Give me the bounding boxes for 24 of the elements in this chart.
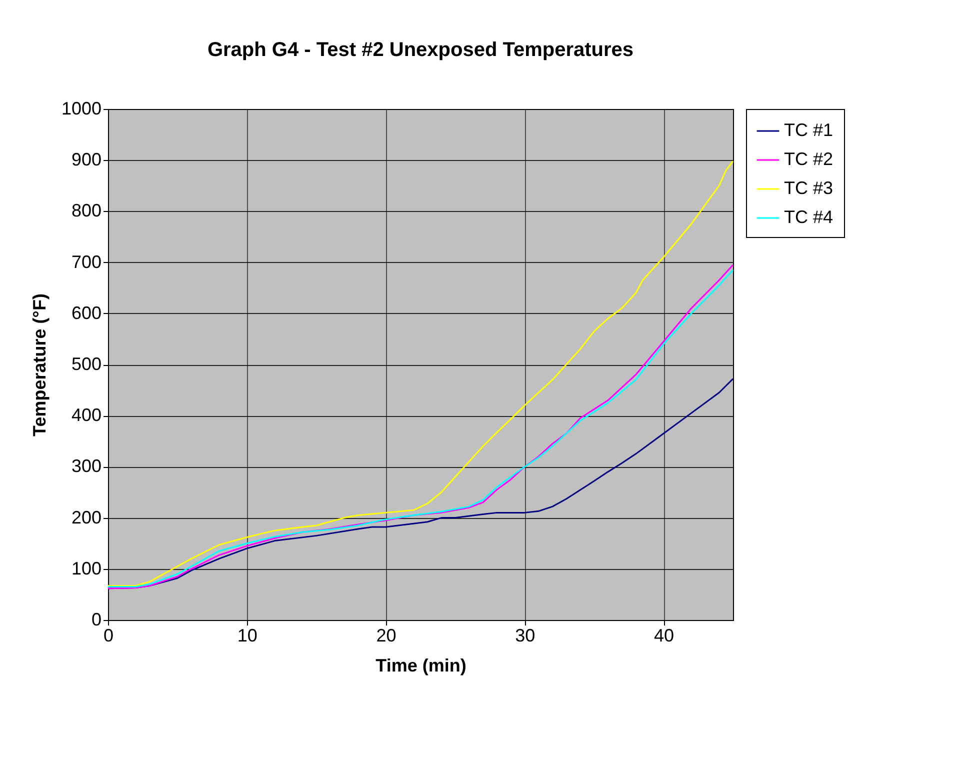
y-tick-label: 500 (71, 354, 102, 374)
x-tick-label: 30 (515, 626, 536, 646)
y-tick-label: 200 (71, 507, 102, 528)
line-series (107, 160, 734, 587)
y-tick-label: 1000 (61, 98, 102, 118)
legend-label: TC #1 (784, 120, 834, 140)
chart-title: Graph G4 - Test #2 Unexposed Temperatures (207, 39, 634, 61)
x-tick-label: 20 (376, 626, 396, 646)
x-tick-label: 40 (654, 626, 674, 646)
y-tick-label: 800 (71, 200, 102, 221)
x-tick-label: 0 (103, 626, 114, 646)
legend-label: TC #3 (784, 178, 834, 198)
y-axis-title: Temperature (°F) (29, 294, 50, 436)
y-tick-label: 700 (71, 252, 102, 272)
y-tick-label: 400 (71, 405, 102, 426)
x-axis-title: Time (min) (376, 656, 466, 676)
y-tick-label: 100 (71, 558, 102, 578)
y-tick-label: 600 (71, 302, 102, 323)
x-tick-label: 10 (237, 626, 258, 646)
legend-label: TC #2 (784, 149, 834, 169)
legend-label: TC #4 (784, 207, 834, 227)
y-tick-label: 900 (71, 150, 102, 170)
y-tick-label: 0 (91, 610, 102, 630)
y-tick-label: 300 (71, 456, 102, 476)
